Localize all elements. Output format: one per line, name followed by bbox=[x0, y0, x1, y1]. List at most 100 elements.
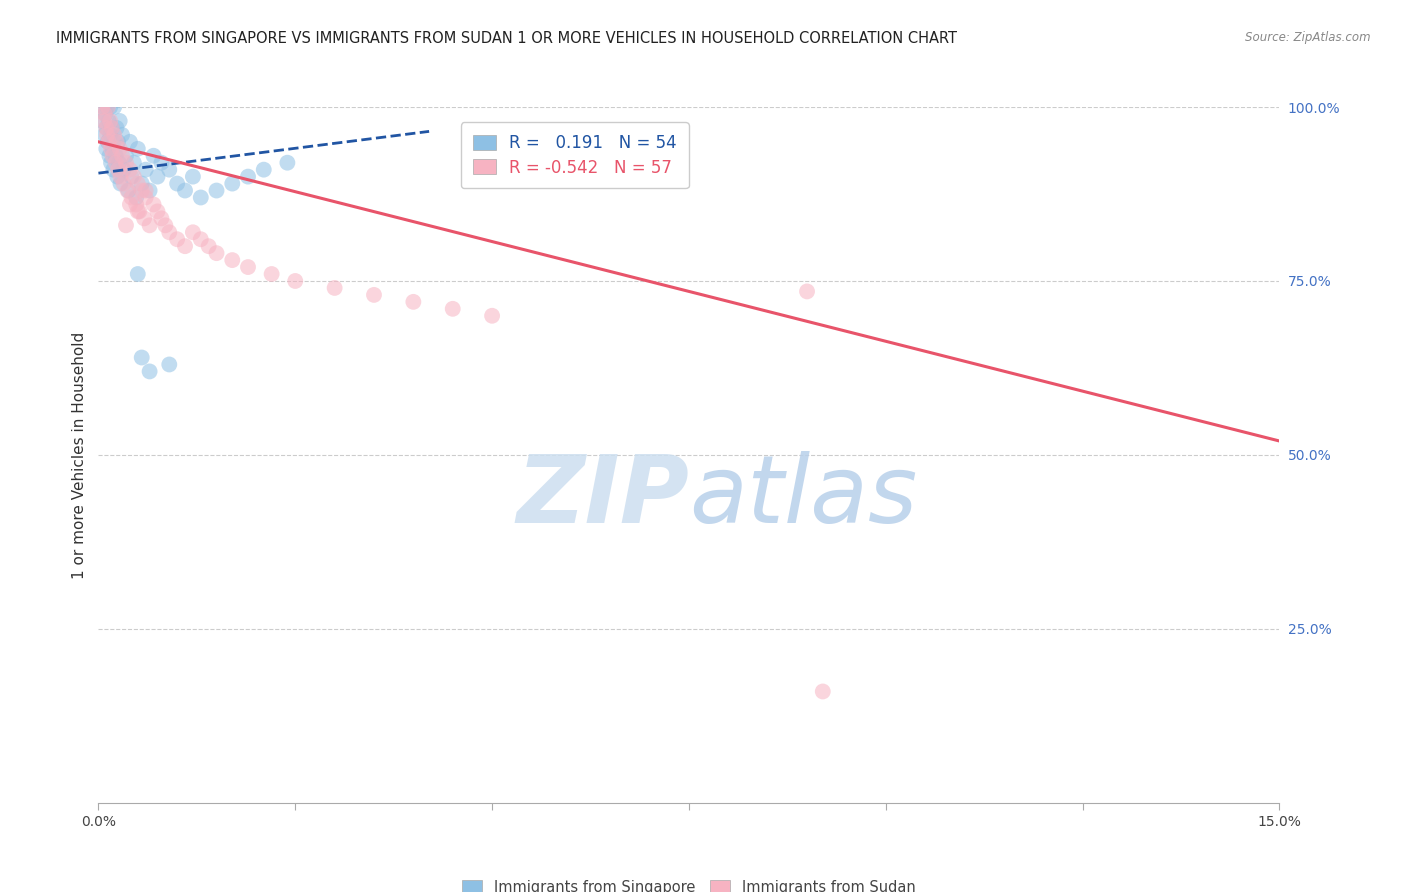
Point bbox=[142, 197, 165, 211]
Point bbox=[108, 142, 131, 156]
Point bbox=[197, 239, 219, 253]
Point bbox=[190, 190, 212, 204]
Point bbox=[97, 114, 120, 128]
Point bbox=[181, 225, 204, 239]
Point bbox=[221, 177, 243, 191]
Point bbox=[181, 169, 204, 184]
Point bbox=[93, 114, 115, 128]
Point bbox=[96, 128, 118, 142]
Point bbox=[796, 285, 818, 299]
Point bbox=[117, 184, 139, 198]
Point bbox=[103, 162, 125, 177]
Point bbox=[108, 155, 131, 169]
Point bbox=[138, 364, 160, 378]
Point bbox=[135, 184, 157, 198]
Point bbox=[135, 162, 157, 177]
Point bbox=[174, 239, 197, 253]
Point bbox=[190, 232, 212, 246]
Point bbox=[150, 211, 173, 226]
Point bbox=[100, 155, 122, 169]
Point bbox=[125, 197, 148, 211]
Point bbox=[112, 177, 135, 191]
Point bbox=[96, 100, 118, 114]
Point bbox=[98, 149, 121, 163]
Point bbox=[111, 128, 134, 142]
Point bbox=[91, 114, 114, 128]
Point bbox=[93, 107, 115, 121]
Point bbox=[157, 358, 180, 372]
Point bbox=[135, 190, 157, 204]
Point bbox=[157, 225, 180, 239]
Point bbox=[131, 184, 153, 198]
Point bbox=[97, 100, 120, 114]
Point bbox=[260, 267, 283, 281]
Point bbox=[146, 204, 169, 219]
Point bbox=[97, 135, 120, 149]
Point bbox=[108, 114, 131, 128]
Point bbox=[112, 162, 135, 177]
Point bbox=[91, 100, 114, 114]
Point bbox=[105, 120, 128, 135]
Point bbox=[93, 128, 115, 142]
Point bbox=[253, 162, 276, 177]
Point bbox=[363, 288, 385, 302]
Point bbox=[138, 219, 160, 233]
Point bbox=[110, 177, 132, 191]
Point bbox=[103, 135, 125, 149]
Point bbox=[481, 309, 503, 323]
Point bbox=[166, 177, 188, 191]
Point bbox=[323, 281, 346, 295]
Point bbox=[101, 142, 124, 156]
Point bbox=[127, 142, 149, 156]
Point bbox=[155, 219, 177, 233]
Text: atlas: atlas bbox=[689, 451, 917, 542]
Point bbox=[236, 169, 259, 184]
Point bbox=[174, 184, 197, 198]
Point bbox=[132, 211, 155, 226]
Point bbox=[127, 267, 149, 281]
Point bbox=[100, 142, 122, 156]
Point bbox=[103, 100, 125, 114]
Point bbox=[101, 120, 124, 135]
Point bbox=[105, 135, 128, 149]
Legend: Immigrants from Singapore, Immigrants from Sudan: Immigrants from Singapore, Immigrants fr… bbox=[454, 872, 924, 892]
Point bbox=[118, 197, 141, 211]
Point bbox=[276, 155, 298, 169]
Point bbox=[205, 246, 228, 260]
Point bbox=[127, 177, 149, 191]
Point bbox=[96, 120, 118, 135]
Point bbox=[146, 169, 169, 184]
Point bbox=[117, 184, 139, 198]
Point bbox=[107, 162, 129, 177]
Point bbox=[122, 155, 145, 169]
Text: Source: ZipAtlas.com: Source: ZipAtlas.com bbox=[1246, 31, 1371, 45]
Point bbox=[121, 190, 143, 204]
Text: IMMIGRANTS FROM SINGAPORE VS IMMIGRANTS FROM SUDAN 1 OR MORE VEHICLES IN HOUSEHO: IMMIGRANTS FROM SINGAPORE VS IMMIGRANTS … bbox=[56, 31, 957, 46]
Point bbox=[131, 177, 153, 191]
Point bbox=[101, 120, 124, 135]
Point bbox=[441, 301, 464, 316]
Point bbox=[97, 135, 120, 149]
Point bbox=[122, 169, 145, 184]
Text: ZIP: ZIP bbox=[516, 450, 689, 542]
Point bbox=[138, 184, 160, 198]
Point bbox=[121, 169, 143, 184]
Y-axis label: 1 or more Vehicles in Household: 1 or more Vehicles in Household bbox=[72, 331, 87, 579]
Point bbox=[101, 149, 124, 163]
Point bbox=[111, 149, 134, 163]
Point bbox=[128, 204, 150, 219]
Point bbox=[105, 169, 128, 184]
Point bbox=[221, 253, 243, 268]
Point bbox=[127, 204, 149, 219]
Point bbox=[166, 232, 188, 246]
Point bbox=[98, 100, 121, 114]
Point bbox=[157, 162, 180, 177]
Point bbox=[104, 149, 127, 163]
Point bbox=[103, 128, 125, 142]
Point bbox=[142, 149, 165, 163]
Point bbox=[98, 128, 121, 142]
Point bbox=[205, 184, 228, 198]
Point bbox=[110, 169, 132, 184]
Point bbox=[115, 149, 138, 163]
Point bbox=[402, 294, 425, 309]
